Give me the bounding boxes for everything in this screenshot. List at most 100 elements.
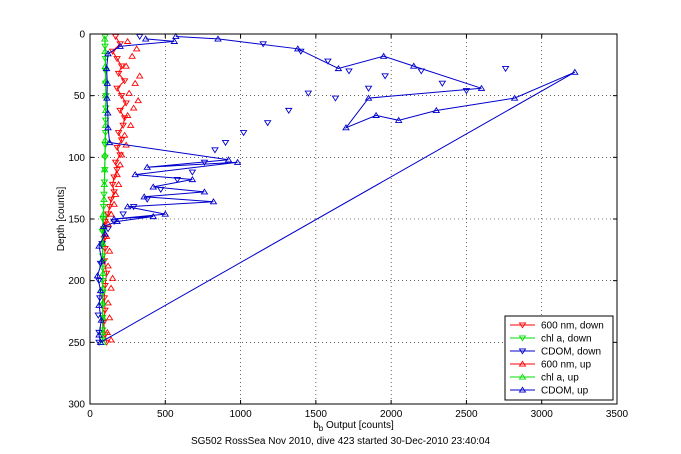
data-point xyxy=(104,262,112,269)
data-point xyxy=(107,284,115,291)
ticks: 0 500 1000 1500 2000 2500 3000 3500 0 50 100 150 200… xyxy=(68,30,628,421)
data-point xyxy=(345,68,353,75)
data-point xyxy=(110,215,118,222)
data-point xyxy=(135,72,144,79)
data-point xyxy=(104,50,112,57)
data-point xyxy=(95,331,103,338)
data-point xyxy=(131,171,139,178)
data-point xyxy=(97,316,106,323)
data-point xyxy=(172,32,180,40)
data-point xyxy=(99,328,107,336)
data-point xyxy=(111,159,120,166)
data-point xyxy=(123,37,132,44)
y-tick-label: 300 xyxy=(68,400,85,411)
x-tick-label: 2500 xyxy=(455,409,478,420)
data-point xyxy=(129,204,138,211)
data-point xyxy=(122,62,130,69)
data-point xyxy=(149,212,158,220)
data-point xyxy=(113,144,121,152)
x-axis-label: bb Output [counts] xyxy=(313,420,394,433)
y-tick-label: 150 xyxy=(68,215,85,226)
data-point xyxy=(107,210,115,217)
chart: 0 500 1000 1500 2000 2500 3000 3500 0 50 100 150 200… xyxy=(56,30,629,434)
data-point xyxy=(107,336,115,343)
data-point xyxy=(103,79,112,86)
data-point xyxy=(304,90,313,97)
x-tick-label: 2000 xyxy=(380,409,403,420)
data-point xyxy=(379,52,388,59)
data-point xyxy=(141,35,150,42)
data-point xyxy=(95,301,103,308)
data-point xyxy=(211,147,219,154)
data-point xyxy=(99,269,107,276)
data-point xyxy=(296,48,305,55)
legend-marker xyxy=(518,348,527,355)
data-point xyxy=(233,158,242,165)
data-point xyxy=(104,124,112,131)
data-point xyxy=(126,121,135,128)
data-point xyxy=(116,161,124,168)
data-point xyxy=(113,217,121,225)
data-point xyxy=(173,176,182,184)
data-point xyxy=(100,195,108,202)
data-point xyxy=(462,88,471,95)
data-point xyxy=(381,73,389,80)
data-point xyxy=(110,174,118,181)
data-point xyxy=(101,230,109,237)
data-point xyxy=(432,106,441,114)
data-point xyxy=(170,37,179,44)
legend-marker xyxy=(518,360,527,367)
legend-label: CDOM, down xyxy=(541,347,601,358)
data-point xyxy=(120,115,129,122)
data-point xyxy=(113,171,121,178)
data-point xyxy=(221,139,230,147)
data-point xyxy=(120,131,129,138)
data-point xyxy=(501,65,510,73)
data-point xyxy=(263,120,272,127)
data-point xyxy=(134,97,142,104)
data-point xyxy=(114,130,123,137)
data-point xyxy=(200,188,209,195)
y-tick-label: 200 xyxy=(68,276,85,287)
series-2 xyxy=(94,33,510,346)
data-point xyxy=(129,104,138,111)
data-point xyxy=(117,93,126,100)
legend-label: chl a, down xyxy=(541,334,592,345)
x-tick-label: 0 xyxy=(87,409,93,420)
data-point xyxy=(143,163,152,170)
data-point xyxy=(132,45,141,52)
data-point xyxy=(334,64,343,72)
data-point xyxy=(125,89,133,96)
data-point xyxy=(117,151,126,158)
series-line xyxy=(102,38,107,343)
series-line xyxy=(103,36,127,343)
series-layer xyxy=(93,32,579,346)
data-point xyxy=(103,109,112,116)
x-axis-label-sub: b xyxy=(319,424,324,433)
data-point xyxy=(98,299,107,306)
data-point xyxy=(123,203,132,210)
x-tick-label: 1000 xyxy=(229,409,252,420)
data-point xyxy=(99,210,108,217)
data-point xyxy=(105,314,114,321)
data-point xyxy=(409,62,418,69)
data-point xyxy=(98,228,107,235)
legend-marker xyxy=(518,335,527,342)
data-point xyxy=(98,257,106,264)
data-point xyxy=(105,138,114,146)
y-axis-label: Depth [counts] xyxy=(56,187,67,252)
data-point xyxy=(100,35,109,42)
data-point xyxy=(108,181,117,189)
data-point xyxy=(119,211,127,218)
data-point xyxy=(99,222,108,229)
data-point xyxy=(99,216,107,223)
data-point xyxy=(114,70,123,78)
data-point xyxy=(101,121,110,128)
data-point xyxy=(123,111,132,118)
x-tick-label: 1500 xyxy=(305,409,328,420)
data-point xyxy=(510,94,519,101)
data-point xyxy=(104,299,112,306)
data-point xyxy=(101,246,109,253)
caption: SG502 RossSea Nov 2010, dive 423 started… xyxy=(190,436,491,447)
data-point xyxy=(101,151,109,158)
